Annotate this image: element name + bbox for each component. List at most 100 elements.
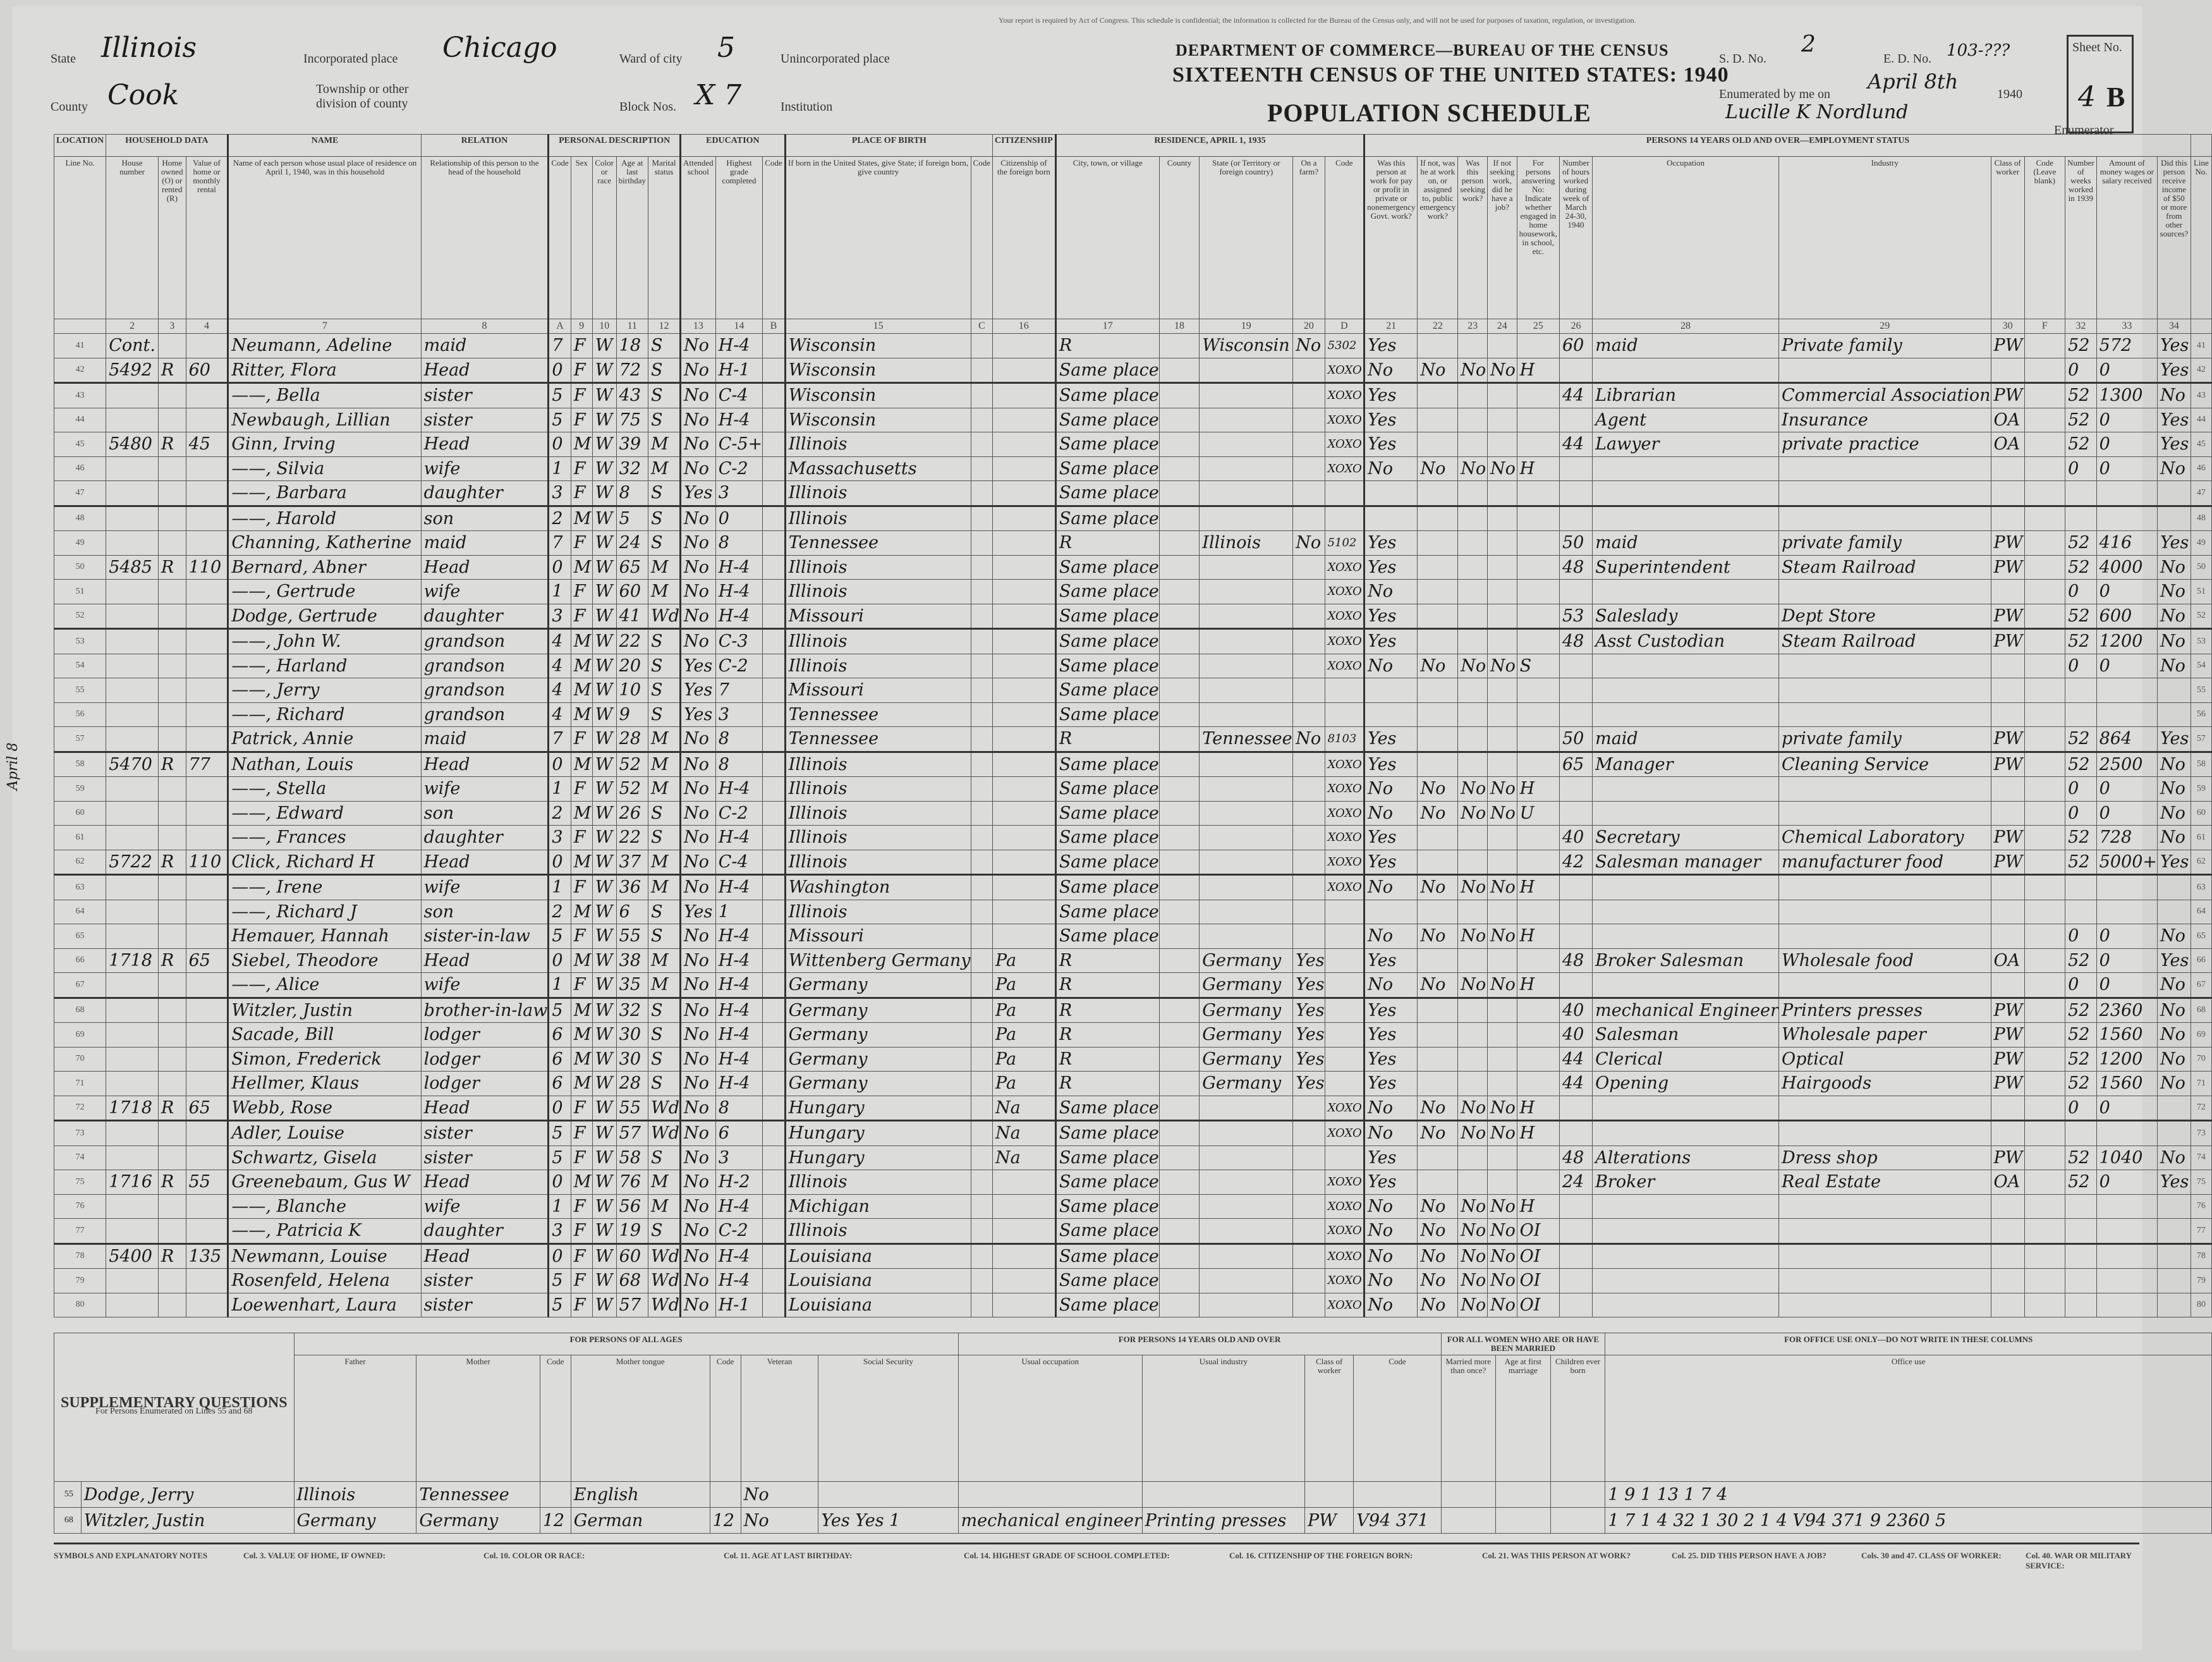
at-work: No	[1363, 357, 1418, 384]
activity-code	[1516, 825, 1560, 850]
line-number: 71	[2190, 1071, 2212, 1096]
relationship: wife	[420, 1194, 549, 1219]
relationship: sister	[420, 1120, 549, 1146]
had-job: No	[1486, 456, 1517, 481]
occupation-code	[2024, 1022, 2066, 1048]
occupation-code	[2024, 505, 2066, 531]
person-name: Greenebaum, Gus W	[227, 1170, 422, 1195]
column-header: Line No.	[2190, 156, 2212, 319]
sex: M	[570, 1046, 593, 1072]
residence-1935-city: Same place	[1054, 1145, 1160, 1170]
activity-code	[1516, 432, 1560, 457]
occupation	[1592, 1268, 1780, 1293]
relationship: wife	[420, 456, 549, 481]
race: W	[592, 505, 617, 531]
residence-1935-city: Same place	[1054, 874, 1160, 900]
line-number: 54	[53, 653, 107, 678]
activity-code	[1516, 480, 1560, 507]
age: 41	[616, 603, 648, 630]
relationship: lodger	[420, 1046, 549, 1072]
weeks-worked	[2065, 505, 2097, 531]
sex: F	[570, 1243, 593, 1269]
line-number: 76	[53, 1194, 107, 1219]
class-of-worker: PW	[1990, 1022, 2025, 1048]
citizenship-code	[970, 874, 994, 900]
citizenship-code	[970, 1120, 994, 1146]
race: W	[592, 1022, 617, 1048]
line-number: 80	[2190, 1292, 2212, 1317]
weeks-worked: 0	[2065, 653, 2097, 678]
marital-status: M	[647, 1194, 681, 1219]
column-header: Code	[1324, 156, 1365, 319]
school-attendance: No	[679, 1170, 716, 1195]
age: 56	[616, 1194, 648, 1219]
at-work: No	[1363, 924, 1418, 949]
supp-column-header: Mother tongue	[570, 1355, 710, 1482]
seeking-work: No	[1457, 972, 1488, 999]
citizenship	[992, 407, 1056, 432]
birthplace: Washington	[784, 874, 971, 900]
occupation-code	[2024, 1243, 2066, 1269]
column-header: Name of each person whose usual place of…	[227, 156, 422, 319]
line-number: 68	[2190, 997, 2212, 1023]
class-of-worker	[1990, 1194, 2025, 1219]
column-header: Line No.	[53, 156, 107, 319]
supp-code: 12	[539, 1507, 571, 1534]
wages: 600	[2096, 603, 2158, 630]
relation-code: 4	[547, 678, 571, 703]
other-income: No	[2157, 554, 2191, 580]
at-work: Yes	[1363, 751, 1418, 777]
residence-1935-state: Germany	[1199, 1046, 1294, 1072]
column-number: 3	[157, 319, 186, 334]
public-emergency-work: No	[1417, 1120, 1459, 1146]
residence-code: XOXO	[1324, 579, 1365, 604]
citizenship	[992, 382, 1056, 408]
wages: 2500	[2096, 751, 2158, 777]
residence-1935-farm	[1292, 1243, 1325, 1269]
residence-1935-city: R	[1054, 530, 1160, 556]
line-number: 78	[2190, 1243, 2212, 1269]
person-name: ——, Barbara	[227, 480, 422, 507]
highest-grade: C-4	[715, 382, 763, 408]
birth-code	[762, 603, 786, 630]
wages: 0	[2096, 800, 2158, 826]
sex: F	[570, 1120, 593, 1146]
wages: 0	[2096, 1095, 2158, 1121]
school-attendance: No	[679, 554, 716, 580]
highest-grade: H-4	[715, 825, 763, 850]
race: W	[592, 899, 617, 924]
hours-worked: 40	[1559, 825, 1593, 850]
industry: private practice	[1778, 432, 1991, 457]
person-name: ——, Frances	[227, 825, 422, 850]
class-of-worker	[1990, 776, 2025, 802]
person-name: ——, Harland	[227, 653, 422, 678]
school-attendance: No	[679, 924, 716, 949]
at-work: Yes	[1363, 1071, 1418, 1096]
house-number	[106, 899, 159, 924]
residence-1935-city: Same place	[1054, 1268, 1160, 1293]
column-number: 13	[679, 319, 716, 334]
house-number	[106, 874, 159, 900]
race: W	[592, 1243, 617, 1269]
school-attendance: No	[679, 357, 716, 384]
home-value: 77	[185, 751, 229, 777]
highest-grade: H-2	[715, 1170, 763, 1195]
highest-grade: H-4	[715, 333, 763, 358]
home-value	[185, 899, 229, 924]
highest-grade: H-4	[715, 407, 763, 432]
line-number: 53	[2190, 628, 2212, 654]
age: 57	[616, 1292, 648, 1317]
residence-1935-state	[1199, 456, 1294, 481]
birthplace: Wisconsin	[784, 333, 971, 358]
residence-1935-city: Same place	[1054, 357, 1160, 384]
occupation: Asst Custodian	[1592, 628, 1780, 654]
class-of-worker: OA	[1990, 407, 2025, 432]
marital-status: Wd	[647, 1243, 681, 1269]
supp-column-header: Married more than once?	[1440, 1355, 1496, 1482]
sex: F	[570, 972, 593, 999]
person-name: Channing, Katherine	[227, 530, 422, 556]
citizenship	[992, 874, 1056, 900]
person-name: ——, Blanche	[227, 1194, 422, 1219]
occupation-code	[2024, 1071, 2066, 1096]
citizenship-code	[970, 1170, 994, 1195]
